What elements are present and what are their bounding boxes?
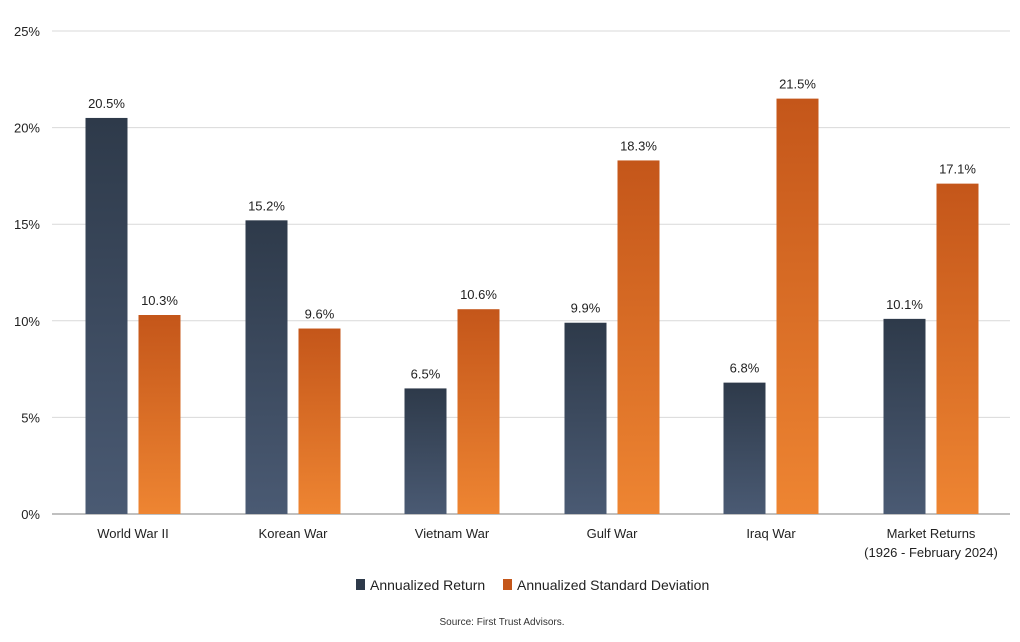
category-label: Gulf War bbox=[587, 526, 638, 541]
legend-swatch-return bbox=[356, 579, 365, 590]
data-label-return: 15.2% bbox=[248, 198, 285, 213]
grid-lines bbox=[52, 30, 1010, 515]
y-tick-label: 25% bbox=[14, 24, 40, 39]
data-label-std-dev: 18.3% bbox=[620, 138, 657, 153]
legend: Annualized Return Annualized Standard Dev… bbox=[356, 577, 709, 593]
data-label-std-dev: 9.6% bbox=[305, 307, 335, 322]
value-labels: 20.5% 10.3% 15.2% 9.6% 6.5% 10.6% 9.9% 18.3% 6.8… bbox=[88, 77, 976, 382]
y-tick-label: 20% bbox=[14, 121, 40, 136]
source-note: Source: First Trust Advisors. bbox=[439, 617, 564, 628]
category-label: Market Returns bbox=[887, 526, 976, 541]
data-label-std-dev: 21.5% bbox=[779, 77, 816, 92]
bar-std-dev bbox=[617, 160, 660, 514]
data-label-return: 20.5% bbox=[88, 96, 125, 111]
legend-label-std-dev: Annualized Standard Deviation bbox=[517, 577, 709, 593]
bar-std-dev bbox=[776, 98, 819, 515]
y-tick-label: 15% bbox=[14, 217, 40, 232]
y-axis-ticks: 0% 5% 10% 15% 20% 25% bbox=[14, 24, 40, 522]
bars bbox=[85, 98, 979, 515]
data-label-return: 9.9% bbox=[571, 301, 601, 316]
category-label: World War II bbox=[97, 526, 169, 541]
bar-std-dev bbox=[298, 328, 341, 514]
bar-return bbox=[404, 388, 447, 514]
bar-std-dev bbox=[457, 309, 500, 514]
x-axis-categories: World War II Korean War Vietnam War Gulf Wa… bbox=[97, 526, 998, 560]
y-tick-label: 10% bbox=[14, 314, 40, 329]
data-label-std-dev: 10.3% bbox=[141, 293, 178, 308]
category-label: Korean War bbox=[259, 526, 329, 541]
y-tick-label: 0% bbox=[21, 507, 40, 522]
data-label-std-dev: 10.6% bbox=[460, 287, 497, 302]
bar-std-dev bbox=[936, 183, 979, 515]
legend-swatch-std-dev bbox=[503, 579, 512, 590]
bar-return bbox=[883, 318, 926, 514]
category-label: (1926 - February 2024) bbox=[864, 545, 998, 560]
category-label: Vietnam War bbox=[415, 526, 490, 541]
data-label-std-dev: 17.1% bbox=[939, 162, 976, 177]
data-label-return: 6.8% bbox=[730, 361, 760, 376]
bar-return bbox=[85, 117, 128, 514]
bar-return bbox=[723, 382, 766, 514]
bar-return bbox=[564, 322, 607, 514]
bar-return bbox=[245, 220, 288, 514]
data-label-return: 6.5% bbox=[411, 366, 441, 381]
bar-std-dev bbox=[138, 315, 181, 514]
legend-label-return: Annualized Return bbox=[370, 577, 485, 593]
category-label: Iraq War bbox=[746, 526, 796, 541]
y-tick-label: 5% bbox=[21, 410, 40, 425]
data-label-return: 10.1% bbox=[886, 297, 923, 312]
